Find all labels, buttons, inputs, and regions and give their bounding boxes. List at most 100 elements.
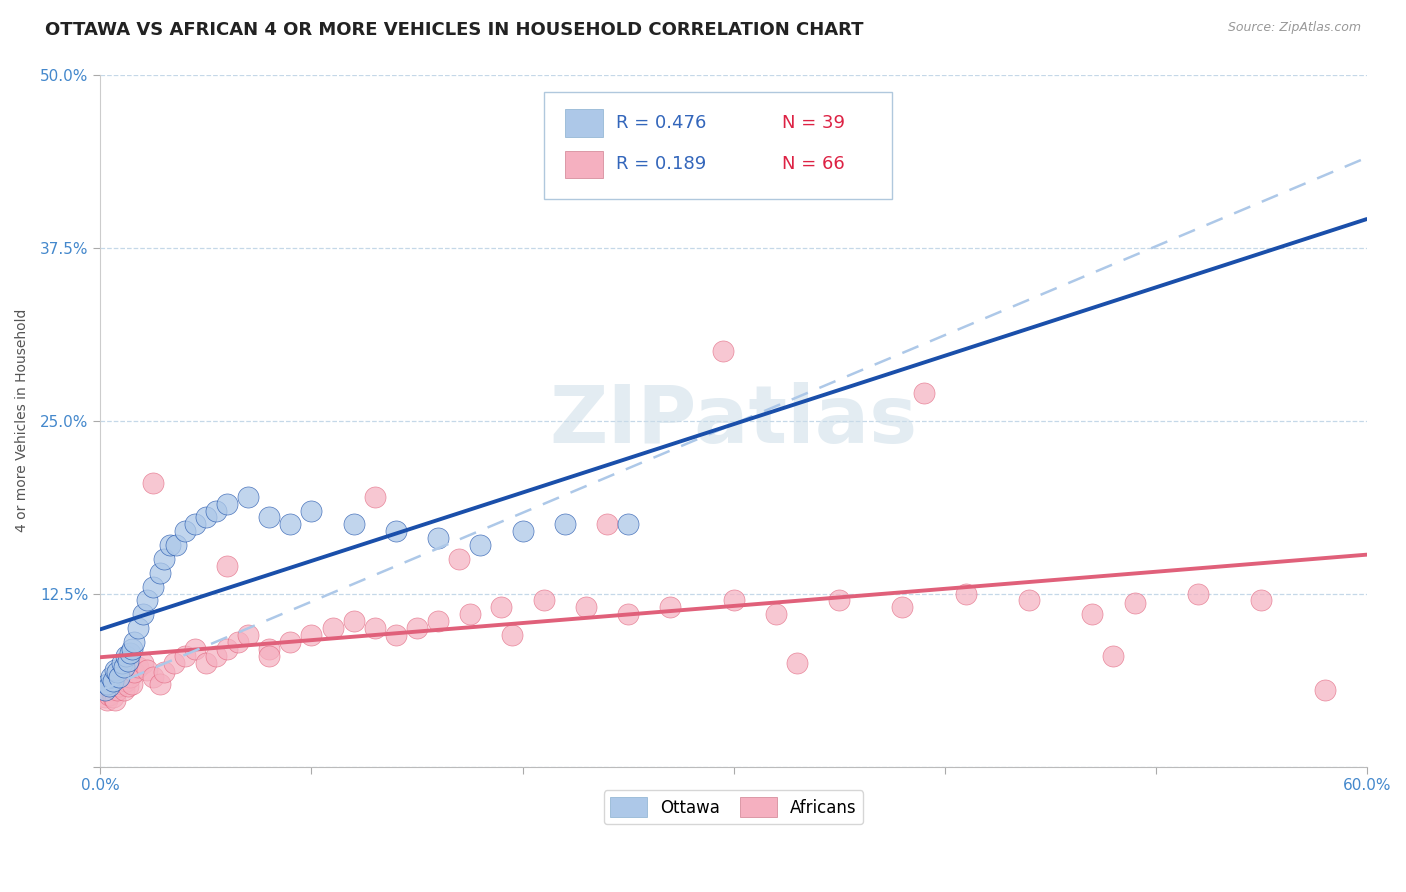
Point	[236, 628, 259, 642]
Point	[205, 648, 228, 663]
Point	[97, 679, 120, 693]
Point	[427, 614, 450, 628]
Point	[406, 621, 429, 635]
Point	[226, 635, 249, 649]
Point	[449, 552, 471, 566]
Point	[891, 600, 914, 615]
Point	[501, 628, 523, 642]
Point	[117, 654, 139, 668]
Text: N = 66: N = 66	[782, 155, 845, 173]
Point	[236, 490, 259, 504]
Point	[215, 497, 238, 511]
Point	[1313, 683, 1336, 698]
Point	[142, 475, 165, 490]
Text: Source: ZipAtlas.com: Source: ZipAtlas.com	[1227, 21, 1361, 35]
Point	[101, 673, 124, 688]
Point	[786, 656, 808, 670]
Point	[596, 517, 619, 532]
Point	[112, 660, 135, 674]
Point	[259, 641, 281, 656]
Point	[173, 648, 195, 663]
Point	[131, 656, 153, 670]
Point	[617, 607, 640, 622]
Point	[205, 503, 228, 517]
Point	[131, 607, 153, 622]
Point	[93, 683, 115, 698]
Point	[159, 538, 181, 552]
Point	[148, 566, 170, 580]
Point	[104, 693, 127, 707]
Point	[385, 524, 408, 539]
Point	[491, 600, 513, 615]
Point	[385, 628, 408, 642]
Point	[1123, 596, 1146, 610]
Point	[110, 656, 132, 670]
Point	[142, 580, 165, 594]
Point	[135, 663, 157, 677]
Point	[512, 524, 534, 539]
Point	[114, 648, 136, 663]
Point	[152, 665, 174, 680]
Text: R = 0.189: R = 0.189	[616, 155, 706, 173]
Point	[121, 676, 143, 690]
Point	[575, 600, 598, 615]
Point	[533, 593, 555, 607]
Y-axis label: 4 or more Vehicles in Household: 4 or more Vehicles in Household	[15, 309, 30, 533]
Point	[215, 558, 238, 573]
Point	[259, 648, 281, 663]
Point	[364, 621, 387, 635]
Point	[1081, 607, 1104, 622]
Point	[1102, 648, 1125, 663]
Text: ZIPatlas: ZIPatlas	[550, 382, 918, 459]
Point	[173, 524, 195, 539]
Point	[955, 586, 977, 600]
Point	[343, 517, 366, 532]
Point	[114, 673, 136, 688]
Point	[100, 670, 122, 684]
Point	[194, 510, 217, 524]
Point	[104, 663, 127, 677]
Point	[110, 676, 132, 690]
Point	[112, 683, 135, 698]
Point	[301, 503, 323, 517]
Point	[280, 517, 302, 532]
Point	[1250, 593, 1272, 607]
Point	[122, 665, 145, 680]
Point	[105, 683, 128, 698]
Point	[121, 641, 143, 656]
Point	[554, 517, 576, 532]
Point	[148, 676, 170, 690]
Point	[101, 690, 124, 705]
Point	[723, 593, 745, 607]
Point	[711, 344, 734, 359]
Point	[427, 531, 450, 545]
Text: R = 0.476: R = 0.476	[616, 114, 706, 132]
Point	[659, 600, 682, 615]
Point	[184, 517, 207, 532]
Point	[912, 385, 935, 400]
Point	[301, 628, 323, 642]
Point	[100, 683, 122, 698]
Point	[828, 593, 851, 607]
Point	[118, 670, 141, 684]
Point	[97, 688, 120, 702]
Legend: Ottawa, Africans: Ottawa, Africans	[603, 790, 863, 824]
Point	[122, 635, 145, 649]
Point	[1018, 593, 1040, 607]
Point	[118, 646, 141, 660]
Point	[280, 635, 302, 649]
Point	[617, 517, 640, 532]
Point	[135, 593, 157, 607]
FancyBboxPatch shape	[565, 151, 603, 178]
Point	[108, 679, 131, 693]
Point	[96, 693, 118, 707]
Point	[163, 656, 186, 670]
Point	[322, 621, 344, 635]
Point	[215, 641, 238, 656]
Point	[142, 670, 165, 684]
Point	[184, 641, 207, 656]
FancyBboxPatch shape	[544, 92, 891, 199]
Point	[117, 679, 139, 693]
Point	[96, 676, 118, 690]
Point	[343, 614, 366, 628]
